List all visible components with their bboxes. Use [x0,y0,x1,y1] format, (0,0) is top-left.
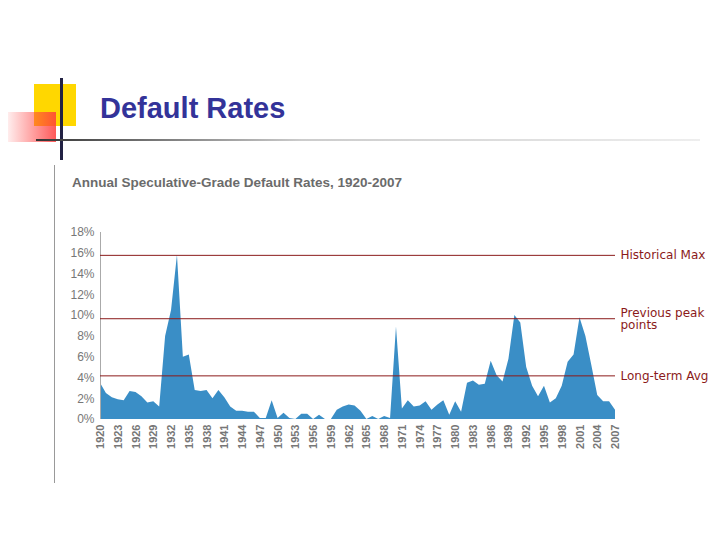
svg-text:16%: 16% [70,246,94,260]
svg-text:10%: 10% [70,308,94,322]
svg-text:1974: 1974 [414,424,426,449]
svg-text:1995: 1995 [538,425,550,449]
svg-text:1980: 1980 [449,425,461,449]
svg-text:1920: 1920 [94,425,106,449]
svg-text:2001: 2001 [574,425,586,449]
svg-text:1968: 1968 [378,425,390,449]
svg-text:1989: 1989 [502,425,514,449]
svg-text:1971: 1971 [396,425,408,449]
svg-text:Historical Max: Historical Max [621,248,706,262]
svg-text:18%: 18% [70,225,94,239]
svg-text:1944: 1944 [236,424,248,449]
svg-text:1932: 1932 [165,425,177,449]
svg-text:1929: 1929 [147,425,159,449]
svg-text:1962: 1962 [343,425,355,449]
svg-text:1947: 1947 [254,425,266,449]
svg-text:1926: 1926 [130,425,142,449]
svg-text:4%: 4% [77,371,95,385]
svg-text:1953: 1953 [289,425,301,449]
svg-text:1941: 1941 [218,425,230,449]
svg-text:2004: 2004 [591,424,603,449]
svg-text:1986: 1986 [485,425,497,449]
svg-text:1965: 1965 [360,425,372,449]
svg-text:1950: 1950 [272,425,284,449]
svg-text:1977: 1977 [431,425,443,449]
svg-text:6%: 6% [77,350,95,364]
svg-text:0%: 0% [77,412,95,426]
svg-text:1938: 1938 [201,425,213,449]
svg-text:1935: 1935 [183,425,195,449]
svg-text:Previous peakpoints: Previous peakpoints [621,306,705,332]
svg-text:2%: 2% [77,392,95,406]
svg-text:1998: 1998 [556,425,568,449]
svg-text:Long-term Avg: Long-term Avg [621,369,709,383]
html-text:Default Rates: Default Rates [100,92,286,124]
svg-text:1992: 1992 [520,425,532,449]
svg-text:14%: 14% [70,267,94,281]
html-text:Annual Speculative-Grade Defau: Annual Speculative-Grade Default Rates, … [72,175,403,190]
svg-text:1983: 1983 [467,425,479,449]
svg-text:1959: 1959 [325,425,337,449]
svg-text:1923: 1923 [112,425,124,449]
svg-text:8%: 8% [77,329,95,343]
svg-text:12%: 12% [70,288,94,302]
svg-text:1956: 1956 [307,425,319,449]
svg-text:2007: 2007 [609,425,621,449]
